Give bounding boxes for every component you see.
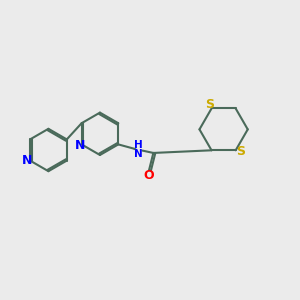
Text: O: O <box>144 169 154 182</box>
Text: S: S <box>206 98 214 111</box>
Text: N: N <box>75 140 85 152</box>
Text: H
N: H N <box>134 140 142 159</box>
Text: N: N <box>22 154 32 167</box>
Text: S: S <box>236 145 245 158</box>
